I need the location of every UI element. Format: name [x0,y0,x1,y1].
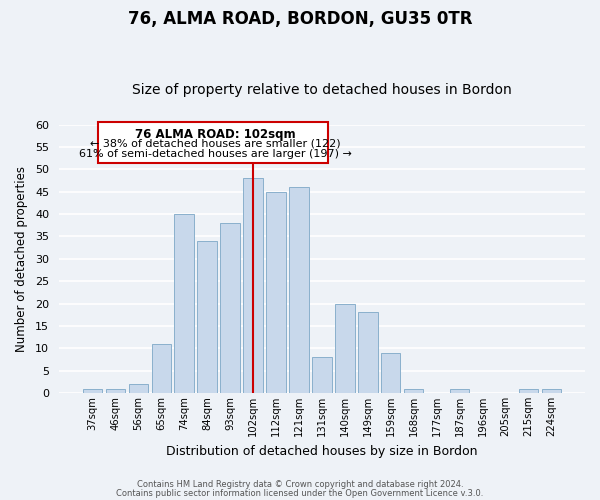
Bar [128,384,148,393]
FancyBboxPatch shape [98,122,328,163]
Bar [266,192,286,393]
Bar [358,312,377,393]
Bar [175,214,194,393]
Text: Contains public sector information licensed under the Open Government Licence v.: Contains public sector information licen… [116,488,484,498]
Bar [152,344,171,393]
Bar [518,388,538,393]
Text: 76 ALMA ROAD: 102sqm: 76 ALMA ROAD: 102sqm [135,128,296,141]
Bar [220,223,240,393]
Bar [335,304,355,393]
Text: Contains HM Land Registry data © Crown copyright and database right 2024.: Contains HM Land Registry data © Crown c… [137,480,463,489]
Bar [106,388,125,393]
Text: 76, ALMA ROAD, BORDON, GU35 0TR: 76, ALMA ROAD, BORDON, GU35 0TR [128,10,472,28]
Title: Size of property relative to detached houses in Bordon: Size of property relative to detached ho… [132,83,512,97]
X-axis label: Distribution of detached houses by size in Bordon: Distribution of detached houses by size … [166,444,478,458]
Bar [197,241,217,393]
Bar [312,357,332,393]
Bar [244,178,263,393]
Bar [542,388,561,393]
Bar [83,388,102,393]
Bar [404,388,424,393]
Bar [450,388,469,393]
Bar [381,352,400,393]
Text: 61% of semi-detached houses are larger (197) →: 61% of semi-detached houses are larger (… [79,149,352,159]
Text: ← 38% of detached houses are smaller (122): ← 38% of detached houses are smaller (12… [90,139,341,149]
Bar [289,187,309,393]
Y-axis label: Number of detached properties: Number of detached properties [15,166,28,352]
